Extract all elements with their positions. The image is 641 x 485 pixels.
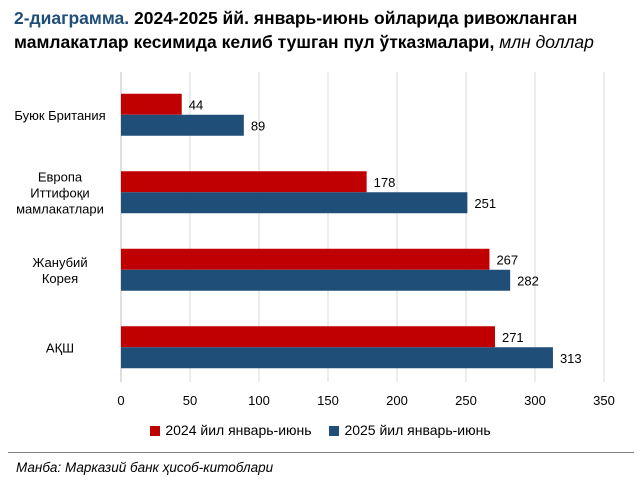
x-tick-labels: 0 50 100 150 200 250 300 350 [117, 393, 614, 408]
data-label: 313 [560, 351, 582, 366]
x-tick-label: 350 [593, 393, 615, 408]
category-label: Жанубий Корея [32, 255, 87, 286]
data-label: 267 [496, 252, 518, 267]
x-tick-label: 0 [117, 393, 124, 408]
legend-swatch-2024 [150, 426, 161, 437]
category-label: Европа Иттифоқи мамлакатлари [16, 169, 104, 216]
data-label: 271 [502, 330, 524, 345]
category-label: Буюк Британия [14, 108, 105, 123]
source-divider [8, 452, 634, 453]
bar-chart: 44 89 178 251 267 282 271 313 Буюк Британия Евро… [14, 72, 615, 408]
data-label: 178 [374, 175, 396, 190]
x-tick-label: 100 [248, 393, 270, 408]
bar-2025 [121, 347, 553, 369]
bar-2025 [121, 192, 468, 214]
legend: 2024 йил январь-июнь 2025 йил январь-июн… [0, 421, 641, 438]
category-label: АҚШ [46, 340, 74, 355]
chart-title-unit: млн доллар [499, 32, 594, 52]
legend-label-2025: 2025 йил январь-июнь [344, 422, 491, 439]
legend-swatch-2025 [329, 426, 340, 437]
data-label: 251 [474, 196, 496, 211]
x-tick-label: 50 [183, 393, 197, 408]
data-label: 89 [251, 118, 265, 133]
bar-2024 [121, 171, 367, 193]
legend-item-2025: 2025 йил январь-июнь [329, 422, 491, 439]
source-note: Манба: Марказий банк ҳисоб-китоблари [16, 460, 274, 475]
x-tick-label: 200 [386, 393, 408, 408]
x-tick-label: 250 [455, 393, 477, 408]
data-labels: 44 89 178 251 267 282 271 313 [189, 97, 582, 366]
x-tick-label: 150 [317, 393, 339, 408]
data-label: 44 [189, 97, 203, 112]
x-tick-label: 300 [524, 393, 546, 408]
chart-title: 2-диаграмма. 2024-2025 йй. январь-июнь о… [14, 6, 634, 54]
legend-item-2024: 2024 йил январь-июнь [150, 422, 312, 439]
bar-2024 [121, 93, 182, 115]
category-labels: Буюк Британия Европа Иттифоқи мамлакатлари Ж… [14, 108, 105, 356]
bar-2025 [121, 114, 244, 136]
bar-2025 [121, 269, 511, 291]
chart-title-main: 2024-2025 йй. январь-июнь ойларида ривож… [14, 8, 578, 52]
data-label: 282 [517, 273, 539, 288]
bar-2024 [121, 248, 490, 270]
legend-label-2024: 2024 йил январь-июнь [165, 422, 312, 439]
bars [121, 93, 553, 369]
bar-2024 [121, 326, 495, 348]
chart-title-lead: 2-диаграмма. [14, 8, 130, 28]
